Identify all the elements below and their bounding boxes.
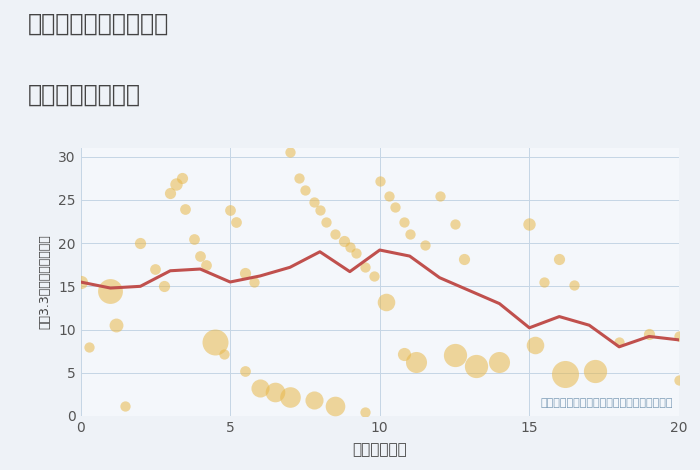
Point xyxy=(255,384,266,392)
Point xyxy=(329,402,340,409)
Point xyxy=(673,333,685,340)
Point xyxy=(368,272,379,280)
Point xyxy=(308,397,319,404)
Point xyxy=(188,235,199,243)
Point xyxy=(209,339,220,346)
Point xyxy=(230,218,241,225)
Point xyxy=(643,330,655,337)
Point xyxy=(359,408,370,415)
Point xyxy=(359,264,370,271)
Point xyxy=(449,220,460,228)
Point xyxy=(75,278,86,286)
Point xyxy=(494,359,505,366)
Text: 円の大きさは、取引のあった物件面積を示す: 円の大きさは、取引のあった物件面積を示す xyxy=(540,398,673,408)
Point xyxy=(201,261,212,268)
Point xyxy=(218,350,230,358)
Point xyxy=(120,402,131,409)
Point xyxy=(380,298,391,306)
Point xyxy=(374,177,385,185)
Point xyxy=(84,343,95,351)
Point xyxy=(293,174,304,182)
Point xyxy=(589,367,601,375)
Point xyxy=(134,239,146,247)
Text: 兵庫県姫路市大塩町の: 兵庫県姫路市大塩町の xyxy=(28,12,169,36)
Point xyxy=(239,270,251,277)
Point xyxy=(410,359,421,366)
X-axis label: 駅距離（分）: 駅距離（分） xyxy=(352,442,407,457)
Point xyxy=(105,287,116,294)
Point xyxy=(171,180,182,188)
Point xyxy=(308,198,319,205)
Y-axis label: 坪（3.3㎡）単価（万円）: 坪（3.3㎡）単価（万円） xyxy=(38,235,51,329)
Point xyxy=(554,255,565,262)
Point xyxy=(239,367,251,375)
Point xyxy=(539,278,550,286)
Point xyxy=(111,321,122,329)
Point xyxy=(180,205,191,212)
Point xyxy=(568,281,580,289)
Text: 駅距離別土地価格: 駅距離別土地価格 xyxy=(28,82,141,106)
Point xyxy=(398,218,409,225)
Point xyxy=(150,265,161,273)
Point xyxy=(338,238,349,245)
Point xyxy=(419,241,430,249)
Point xyxy=(350,250,361,257)
Point xyxy=(344,243,356,251)
Point xyxy=(560,371,571,378)
Point xyxy=(329,231,340,238)
Point xyxy=(613,339,624,346)
Point xyxy=(383,192,394,199)
Point xyxy=(284,393,295,401)
Point xyxy=(673,376,685,384)
Point xyxy=(300,186,311,193)
Point xyxy=(270,388,281,396)
Point xyxy=(404,231,415,238)
Point xyxy=(159,282,170,290)
Point xyxy=(398,350,409,358)
Point xyxy=(164,189,176,197)
Point xyxy=(449,352,460,359)
Point xyxy=(314,206,326,214)
Point xyxy=(434,192,445,199)
Point xyxy=(458,255,469,262)
Point xyxy=(248,278,260,286)
Point xyxy=(530,341,541,349)
Point xyxy=(195,252,206,260)
Point xyxy=(284,149,295,156)
Point xyxy=(321,218,332,225)
Point xyxy=(470,362,481,369)
Point xyxy=(389,203,400,211)
Point xyxy=(176,174,188,182)
Point xyxy=(524,220,535,228)
Point xyxy=(225,206,236,214)
